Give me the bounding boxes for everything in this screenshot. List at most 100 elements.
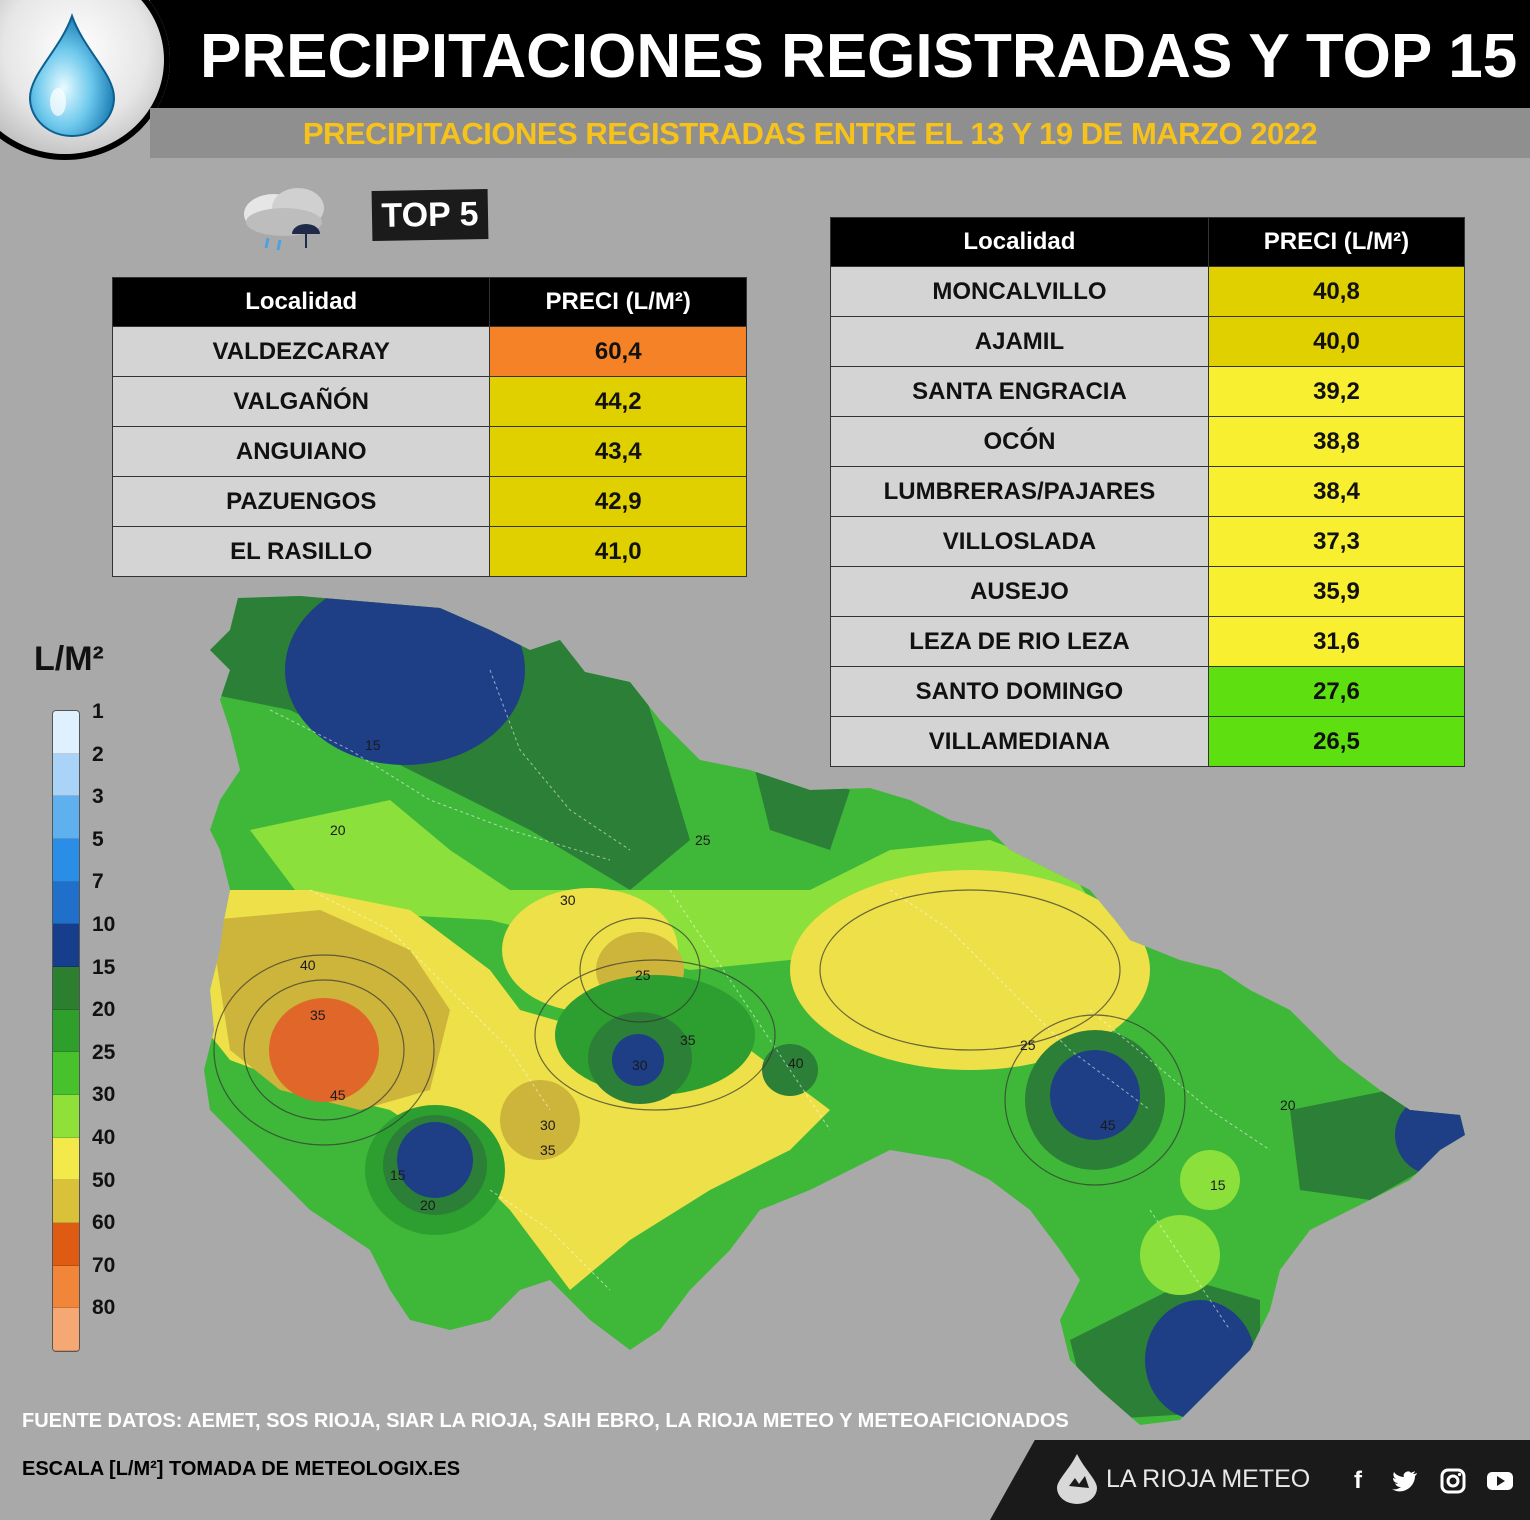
- top5-col-preci: PRECI (L/M²): [489, 277, 747, 327]
- legend-level: 80: [92, 1296, 116, 1320]
- preci-cell: 39,2: [1207, 366, 1466, 417]
- legend-level: 3: [92, 785, 104, 809]
- water-drop-icon: [28, 13, 116, 137]
- legend-swatch: [53, 1222, 79, 1266]
- contour-label: 20: [1280, 1097, 1296, 1113]
- top5-table: Localidad PRECI (L/M²) VALDEZCARAY 60,4 VA…: [111, 277, 747, 577]
- top5-row: ANGUIANO 43,4: [111, 426, 747, 477]
- top15-col-locality: Localidad: [830, 217, 1209, 267]
- contour-label: 15: [365, 737, 381, 753]
- contour-label: 20: [330, 822, 346, 838]
- legend-level: 60: [92, 1211, 116, 1235]
- preci-cell: 41,0: [489, 526, 747, 577]
- contour-label: 35: [310, 1007, 326, 1023]
- contour-label: 40: [300, 957, 316, 973]
- scale-note: ESCALA [L/M²] TOMADA DE METEOLOGIX.ES: [22, 1458, 461, 1480]
- subtitle-bar: [150, 108, 1530, 158]
- locality-cell: VALDEZCARAY: [111, 326, 491, 377]
- top15-row: SANTA ENGRACIA 39,2: [830, 366, 1466, 417]
- contour-label: 35: [540, 1142, 556, 1158]
- contour-label: 45: [1100, 1117, 1116, 1133]
- title-bar: [150, 0, 1530, 108]
- legend-level: 1: [92, 700, 104, 723]
- brand-logo-icon: [1057, 1454, 1097, 1504]
- top15-row: LUMBRERAS/PAJARES 38,4: [830, 466, 1466, 517]
- preci-cell: 42,9: [489, 476, 747, 527]
- legend-level: 7: [92, 870, 104, 894]
- contour-label: 30: [540, 1117, 556, 1133]
- top15-row: VILLOSLADA 37,3: [830, 516, 1466, 567]
- legend-swatch: [53, 1137, 79, 1181]
- legend-swatch: [53, 796, 79, 839]
- legend-swatch: [53, 711, 79, 754]
- twitter-icon[interactable]: [1392, 1470, 1418, 1492]
- preci-cell: 35,9: [1207, 566, 1466, 617]
- legend-level: 15: [92, 955, 116, 979]
- legend-level: 10: [92, 913, 116, 936]
- top15-table: Localidad PRECI (L/M²) MONCALVILLO 40,8 AJ…: [830, 217, 1466, 767]
- preci-cell: 37,3: [1207, 516, 1466, 567]
- locality-cell: OCÓN: [830, 416, 1209, 467]
- page-title: PRECIPITACIONES REGISTRADAS Y TOP 15: [200, 22, 1518, 91]
- locality-cell: ANGUIANO: [111, 426, 491, 477]
- locality-cell: LEZA DE RIO LEZA: [830, 616, 1209, 667]
- contour-label: 30: [560, 892, 576, 908]
- legend-swatch: [53, 1180, 79, 1223]
- top15-col-preci: PRECI (L/M²): [1207, 217, 1466, 267]
- locality-cell: PAZUENGOS: [111, 476, 491, 527]
- legend-swatch: [53, 753, 79, 797]
- contour-label: 15: [1210, 1177, 1226, 1193]
- preci-cell: 27,6: [1207, 666, 1466, 717]
- legend-swatch: [53, 881, 79, 925]
- preci-cell: 38,4: [1207, 466, 1466, 517]
- youtube-icon[interactable]: [1486, 1470, 1514, 1494]
- legend-level: 40: [92, 1126, 116, 1149]
- preci-cell: 44,2: [489, 376, 747, 427]
- top5-row: EL RASILLO 41,0: [111, 526, 747, 577]
- contour-label: 15: [390, 1167, 406, 1183]
- top15-row: MONCALVILLO 40,8: [830, 266, 1466, 317]
- top15-row: OCÓN 38,8: [830, 416, 1466, 467]
- locality-cell: VALGAÑÓN: [111, 376, 491, 427]
- top15-row: LEZA DE RIO LEZA 31,6: [830, 616, 1466, 667]
- legend-level: 20: [92, 998, 116, 1022]
- legend-swatch: [53, 1265, 79, 1309]
- precipitation-map: 15 20 25 30 35 40 45 15 20 25 30 35 40 45 15 20 25 30 35: [204, 596, 1465, 1425]
- legend-unit: L/M²: [34, 640, 104, 678]
- top5-row: VALDEZCARAY 60,4: [111, 326, 747, 377]
- legend-level: 25: [92, 1040, 116, 1064]
- locality-cell: SANTA ENGRACIA: [830, 366, 1209, 417]
- brand-name: LA RIOJA METEO: [1106, 1465, 1311, 1493]
- preci-cell: 40,0: [1207, 316, 1466, 367]
- legend-swatch: [53, 838, 79, 882]
- legend-swatch: [53, 1052, 79, 1095]
- legend-level: 5: [92, 827, 104, 851]
- locality-cell: MONCALVILLO: [830, 266, 1209, 317]
- instagram-icon[interactable]: [1440, 1468, 1466, 1494]
- locality-cell: EL RASILLO: [111, 526, 491, 577]
- preci-cell: 26,5: [1207, 716, 1466, 767]
- legend-level: 2: [92, 742, 104, 766]
- locality-cell: VILLAMEDIANA: [830, 716, 1209, 767]
- legend-level: 30: [92, 1083, 116, 1107]
- legend-swatch: [53, 966, 79, 1010]
- contour-label: 25: [695, 832, 711, 848]
- legend-swatch: [53, 1009, 79, 1053]
- top15-row: AUSEJO 35,9: [830, 566, 1466, 617]
- contour-label: 35: [680, 1032, 696, 1048]
- top15-row: AJAMIL 40,0: [830, 316, 1466, 367]
- legend-swatch: [53, 1094, 79, 1138]
- locality-cell: LUMBRERAS/PAJARES: [830, 466, 1209, 517]
- preci-cell: 43,4: [489, 426, 747, 477]
- contour-label: 20: [420, 1197, 436, 1213]
- contour-label: 25: [635, 967, 651, 983]
- preci-cell: 40,8: [1207, 266, 1466, 317]
- top5-col-locality: Localidad: [111, 277, 491, 327]
- legend-swatch: [53, 924, 79, 967]
- locality-cell: VILLOSLADA: [830, 516, 1209, 567]
- contour-label: 40: [788, 1055, 804, 1071]
- contour-label: 25: [1020, 1037, 1036, 1053]
- contour-label: 45: [330, 1087, 346, 1103]
- facebook-icon[interactable]: f: [1354, 1467, 1362, 1494]
- top5-badge: TOP 5: [371, 188, 489, 242]
